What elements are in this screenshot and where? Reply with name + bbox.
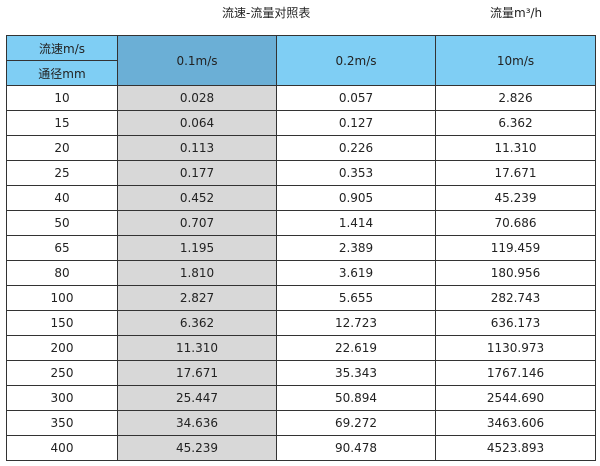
diameter-cell: 300 (6, 385, 118, 411)
diameter-header: 通径mm (6, 60, 118, 86)
diameter-cell: 20 (6, 135, 118, 161)
flow-cell: 3463.606 (435, 410, 596, 436)
table-row: 25 0.177 0.353 17.671 (6, 160, 596, 186)
flow-cell: 0.127 (276, 110, 436, 136)
flow-cell: 90.478 (276, 435, 436, 461)
column-header: 10m/s (435, 35, 596, 86)
table-row: 150 6.362 12.723 636.173 (6, 310, 596, 336)
table-row: 250 17.671 35.343 1767.146 (6, 360, 596, 386)
diameter-cell: 25 (6, 160, 118, 186)
table-row: 50 0.707 1.414 70.686 (6, 210, 596, 236)
flow-cell: 1.195 (117, 235, 277, 261)
flow-cell: 636.173 (435, 310, 596, 336)
flow-cell: 70.686 (435, 210, 596, 236)
diameter-cell: 150 (6, 310, 118, 336)
flow-cell: 12.723 (276, 310, 436, 336)
flow-cell: 45.239 (435, 185, 596, 211)
diameter-cell: 65 (6, 235, 118, 261)
flow-cell: 0.057 (276, 85, 436, 111)
flow-cell: 0.113 (117, 135, 277, 161)
flow-cell: 0.177 (117, 160, 277, 186)
diameter-cell: 80 (6, 260, 118, 286)
flow-cell: 17.671 (435, 160, 596, 186)
flow-cell: 34.636 (117, 410, 277, 436)
header-row: 流速m/s 0.1m/s 0.2m/s 10m/s (6, 35, 596, 86)
diameter-cell: 100 (6, 285, 118, 311)
table-row: 80 1.810 3.619 180.956 (6, 260, 596, 286)
unit-label: 流量m³/h (490, 6, 543, 20)
flow-cell: 50.894 (276, 385, 436, 411)
flow-cell: 119.459 (435, 235, 596, 261)
table-row: 300 25.447 50.894 2544.690 (6, 385, 596, 411)
flow-cell: 2.826 (435, 85, 596, 111)
flow-cell: 35.343 (276, 360, 436, 386)
column-header: 0.2m/s (276, 35, 436, 86)
table-row: 10 0.028 0.057 2.826 (6, 85, 596, 111)
flow-cell: 11.310 (435, 135, 596, 161)
flow-cell: 1.810 (117, 260, 277, 286)
flow-cell: 5.655 (276, 285, 436, 311)
diameter-cell: 350 (6, 410, 118, 436)
flow-cell: 0.028 (117, 85, 277, 111)
table-row: 15 0.064 0.127 6.362 (6, 110, 596, 136)
flow-cell: 3.619 (276, 260, 436, 286)
flow-cell: 2544.690 (435, 385, 596, 411)
flow-cell: 0.064 (117, 110, 277, 136)
flow-cell: 0.452 (117, 185, 277, 211)
flow-cell: 69.272 (276, 410, 436, 436)
table-row: 65 1.195 2.389 119.459 (6, 235, 596, 261)
table-row: 350 34.636 69.272 3463.606 (6, 410, 596, 436)
flow-cell: 2.827 (117, 285, 277, 311)
diameter-cell: 40 (6, 185, 118, 211)
column-header: 0.1m/s (117, 35, 277, 86)
flow-cell: 6.362 (117, 310, 277, 336)
table-row: 20 0.113 0.226 11.310 (6, 135, 596, 161)
diameter-cell: 10 (6, 85, 118, 111)
flow-cell: 1130.973 (435, 335, 596, 361)
flow-cell: 1.414 (276, 210, 436, 236)
flow-cell: 0.707 (117, 210, 277, 236)
flow-cell: 6.362 (435, 110, 596, 136)
flow-cell: 17.671 (117, 360, 277, 386)
diameter-cell: 400 (6, 435, 118, 461)
flow-cell: 2.389 (276, 235, 436, 261)
diameter-cell: 15 (6, 110, 118, 136)
flow-cell: 45.239 (117, 435, 277, 461)
flow-cell: 282.743 (435, 285, 596, 311)
diameter-cell: 250 (6, 360, 118, 386)
table-title: 流速-流量对照表 (222, 6, 311, 20)
flow-cell: 0.226 (276, 135, 436, 161)
flow-cell: 0.905 (276, 185, 436, 211)
diameter-cell: 200 (6, 335, 118, 361)
flow-cell: 0.353 (276, 160, 436, 186)
flow-cell: 22.619 (276, 335, 436, 361)
flow-table: 流速m/s 0.1m/s 0.2m/s 10m/s 通径mm 10 0.028 0.… (6, 35, 596, 461)
diameter-cell: 50 (6, 210, 118, 236)
table-row: 100 2.827 5.655 282.743 (6, 285, 596, 311)
header-row: 通径mm (6, 60, 596, 86)
flow-cell: 4523.893 (435, 435, 596, 461)
table-row: 200 11.310 22.619 1130.973 (6, 335, 596, 361)
table-row: 40 0.452 0.905 45.239 (6, 185, 596, 211)
table-row: 400 45.239 90.478 4523.893 (6, 435, 596, 461)
flow-cell: 1767.146 (435, 360, 596, 386)
velocity-header: 流速m/s (6, 35, 118, 61)
flow-cell: 180.956 (435, 260, 596, 286)
flow-cell: 11.310 (117, 335, 277, 361)
flow-cell: 25.447 (117, 385, 277, 411)
